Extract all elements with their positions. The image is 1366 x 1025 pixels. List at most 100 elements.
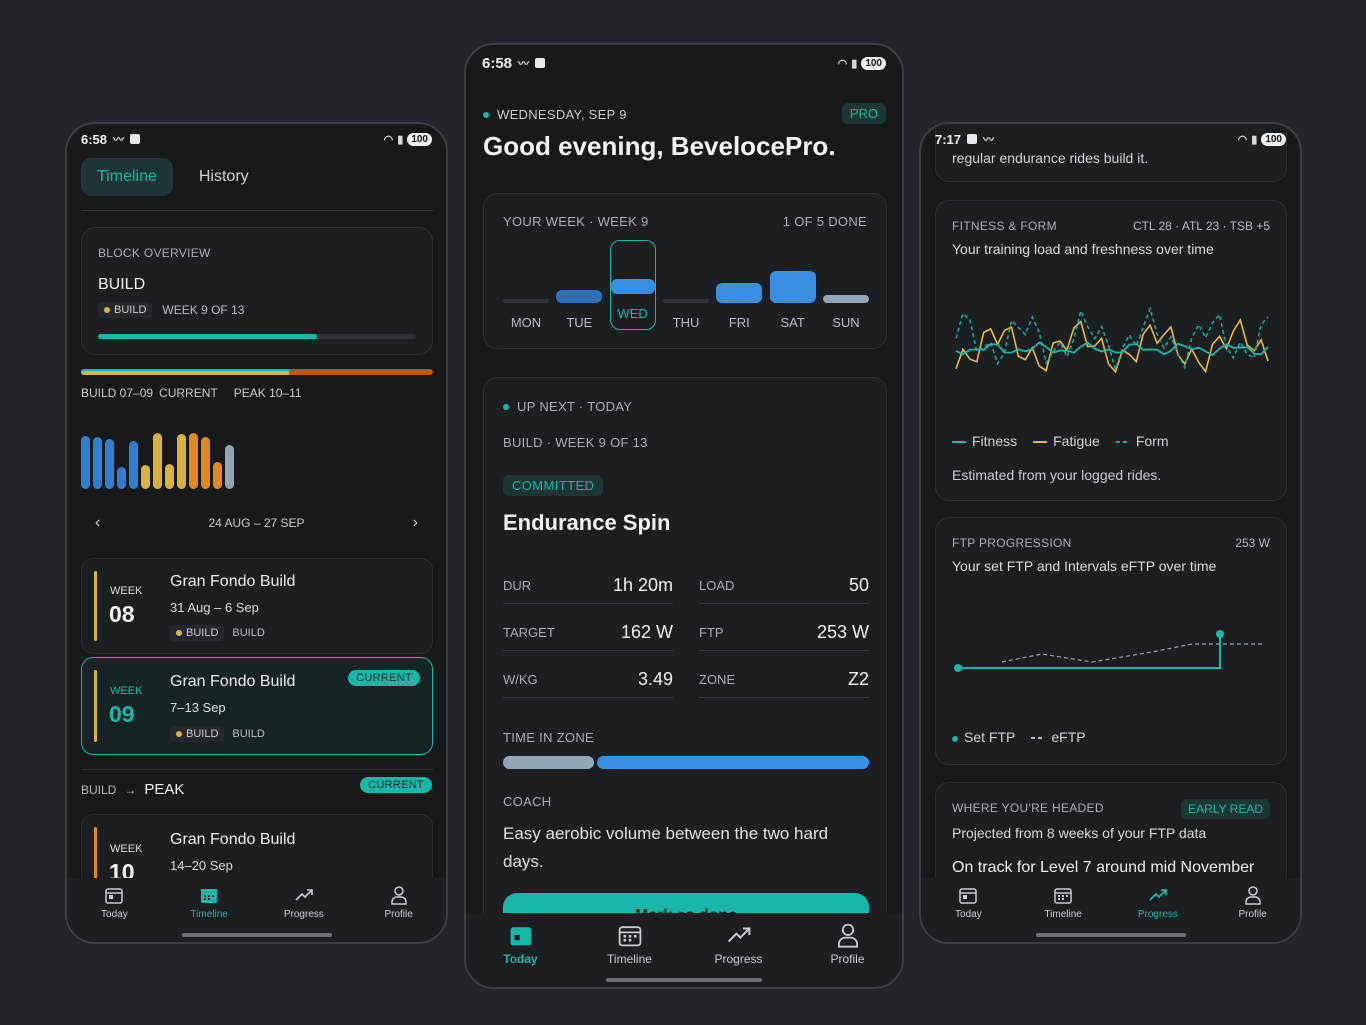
nav-today[interactable]: Today — [486, 921, 556, 966]
early-read-badge: EARLY READ — [1181, 799, 1270, 819]
home-indicator[interactable] — [606, 978, 762, 982]
week-dates: 31 Aug – 6 Sep — [170, 600, 259, 615]
fitness-sub: Your training load and freshness over ti… — [952, 241, 1214, 257]
stat-dur: DUR 1h 20m — [503, 568, 673, 604]
workout-title: Endurance Spin — [503, 510, 671, 535]
divider — [81, 769, 433, 770]
week-phase-bar — [94, 571, 97, 641]
nav-today[interactable]: Today — [79, 884, 149, 920]
bottom-nav: Today Timeline Progress Profile — [466, 913, 902, 987]
day-label: TUE — [566, 315, 593, 330]
committed-badge: COMMITTED — [503, 475, 604, 496]
nav-timeline[interactable]: Timeline — [174, 884, 244, 920]
weekly-load-chart — [81, 429, 281, 489]
status-bar: 7:17 〰 ◠ ▮ 100 — [921, 124, 1300, 154]
trend-icon — [1147, 884, 1169, 906]
nav-profile[interactable]: Profile — [1218, 884, 1288, 920]
trend-icon — [293, 884, 315, 906]
nav-timeline[interactable]: Timeline — [1028, 884, 1098, 920]
weekly-load-bar — [153, 433, 162, 489]
phase-peak-segment — [288, 369, 433, 375]
block-title: BUILD — [98, 276, 146, 293]
legend-fitness: Fitness — [952, 433, 1017, 449]
person-icon — [1242, 884, 1264, 906]
status-time: 7:17 — [935, 131, 962, 147]
week-card-08[interactable]: WEEK 08 Gran Fondo Build 31 Aug – 6 Sep … — [81, 558, 433, 654]
week-label: WEEK — [110, 685, 143, 697]
previous-card: regular endurance rides build it. — [935, 124, 1287, 182]
headed-text: On track for Level 7 around mid November — [952, 859, 1255, 876]
legend-set-ftp: Set FTP — [952, 729, 1015, 745]
person-icon — [834, 921, 862, 949]
weekly-load-bar — [177, 434, 186, 489]
day-fri[interactable]: FRI — [716, 240, 763, 330]
block-overview-card[interactable]: BLOCK OVERVIEW BUILD BUILD WEEK 9 OF 13 — [81, 227, 433, 355]
tab-history[interactable]: History — [198, 168, 249, 185]
tab-timeline[interactable]: Timeline — [81, 158, 173, 196]
day-load-bar — [610, 279, 655, 294]
week-title: YOUR WEEK · WEEK 9 — [503, 214, 649, 229]
nav-timeline[interactable]: Timeline — [595, 921, 665, 966]
transition-badge: CURRENT — [360, 777, 432, 793]
battery-icon: 100 — [407, 132, 432, 146]
nav-progress[interactable]: Progress — [269, 884, 339, 920]
nav-profile[interactable]: Profile — [813, 921, 883, 966]
week-card-09[interactable]: WEEK 09 Gran Fondo Build 7–13 Sep BUILD B… — [81, 657, 433, 755]
day-sat[interactable]: SAT — [769, 240, 816, 330]
data-saver-icon: 〰 — [518, 58, 530, 70]
home-indicator[interactable] — [181, 933, 332, 937]
weekly-load-bar — [117, 467, 126, 489]
coach-label: COACH — [503, 794, 552, 809]
stat-ftp: FTP 253 W — [699, 615, 869, 651]
ftp-legend: Set FTP eFTP — [952, 729, 1086, 745]
day-load-bar — [822, 295, 869, 303]
weekly-load-bar — [141, 465, 150, 489]
day-label: SAT — [780, 315, 805, 330]
day-mon[interactable]: MON — [503, 240, 549, 330]
day-load-bar — [503, 299, 549, 303]
week-dates: 14–20 Sep — [170, 858, 233, 873]
headed-caps: WHERE YOU'RE HEADED — [952, 801, 1104, 815]
ftp-value: 253 W — [1235, 536, 1270, 550]
ftp-progression-card: FTP PROGRESSION 253 W Your set FTP and I… — [935, 517, 1287, 765]
day-label: WED — [617, 306, 648, 321]
week-card: YOUR WEEK · WEEK 9 1 OF 5 DONE MON TUE WED… — [483, 193, 887, 349]
ftp-start-point — [954, 664, 962, 672]
phase-timeline-bar — [81, 369, 433, 375]
day-sun[interactable]: SUN — [822, 240, 869, 330]
week-number: 09 — [109, 701, 135, 727]
calendar-day-icon — [103, 884, 125, 906]
phase-build-label: BUILD 07–09 — [81, 386, 154, 400]
data-saver-icon: 〰 — [983, 134, 995, 146]
block-week: WEEK 9 OF 13 — [162, 303, 245, 317]
nav-progress[interactable]: Progress — [704, 921, 774, 966]
signal-icon: ▮ — [851, 57, 858, 70]
up-next-sub: BUILD · WEEK 9 OF 13 — [503, 435, 648, 450]
week-number: 08 — [109, 601, 135, 627]
day-thu[interactable]: THU — [662, 240, 709, 330]
week-label: WEEK — [110, 585, 143, 597]
weekly-load-bar — [225, 445, 234, 489]
nav-today[interactable]: Today — [933, 884, 1003, 920]
form-line — [955, 305, 1269, 373]
next-range-button[interactable]: › — [412, 514, 418, 531]
calendar-day-icon — [507, 921, 535, 949]
timeline-phone: 6:58 〰 ◠ ▮ 100 Timeline History BLOCK OVERV… — [65, 122, 448, 944]
up-next-dot — [503, 403, 509, 410]
coach-text: Easy aerobic volume between the two hard… — [503, 824, 829, 871]
day-wed[interactable]: WED — [609, 240, 656, 330]
fatigue-line — [955, 318, 1269, 374]
signal-icon: ▮ — [397, 133, 404, 146]
nav-progress[interactable]: Progress — [1123, 884, 1193, 920]
home-indicator[interactable] — [1035, 933, 1186, 937]
phase-tag: BUILD — [98, 302, 153, 318]
weekly-load-bar — [93, 437, 102, 489]
day-load-bar — [716, 283, 763, 303]
day-tue[interactable]: TUE — [556, 240, 603, 330]
prev-range-button[interactable]: ‹ — [95, 514, 101, 531]
person-icon — [388, 884, 410, 906]
nav-profile[interactable]: Profile — [364, 884, 434, 920]
week-done: 1 OF 5 DONE — [782, 214, 867, 229]
status-time: 6:58 — [81, 131, 108, 147]
wifi-icon: ◠ — [1237, 133, 1248, 146]
